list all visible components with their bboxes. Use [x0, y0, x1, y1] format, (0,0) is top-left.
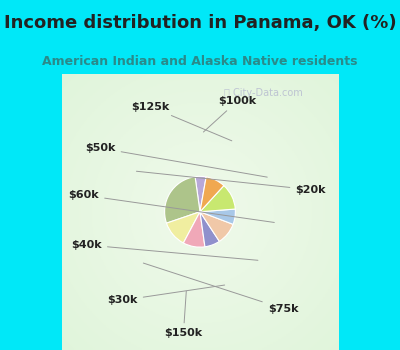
Wedge shape: [165, 177, 200, 223]
Text: $100k: $100k: [204, 96, 256, 132]
Text: ⓘ City-Data.com: ⓘ City-Data.com: [224, 88, 303, 98]
Text: $60k: $60k: [68, 190, 274, 223]
Text: $40k: $40k: [71, 240, 258, 260]
Text: American Indian and Alaska Native residents: American Indian and Alaska Native reside…: [42, 55, 358, 68]
Wedge shape: [200, 186, 235, 212]
Text: $50k: $50k: [85, 143, 267, 177]
Text: $125k: $125k: [131, 102, 232, 141]
Wedge shape: [200, 212, 219, 247]
Text: $20k: $20k: [136, 171, 326, 195]
Wedge shape: [200, 212, 233, 242]
Wedge shape: [200, 177, 224, 212]
Wedge shape: [183, 212, 205, 247]
Text: Income distribution in Panama, OK (%): Income distribution in Panama, OK (%): [4, 14, 396, 32]
Text: $30k: $30k: [107, 285, 225, 305]
Text: $75k: $75k: [143, 263, 298, 314]
Wedge shape: [166, 212, 200, 243]
Wedge shape: [200, 209, 235, 224]
Wedge shape: [195, 176, 206, 212]
Text: $150k: $150k: [164, 291, 202, 338]
